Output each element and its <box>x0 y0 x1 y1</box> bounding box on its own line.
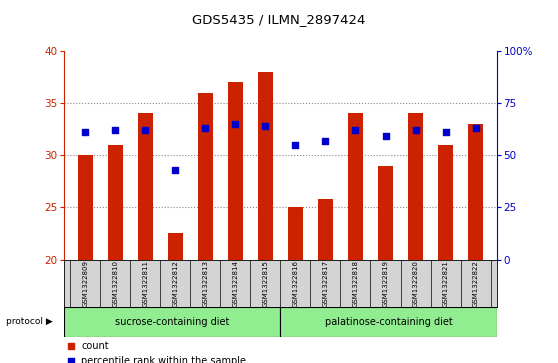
Point <box>201 125 210 131</box>
Text: protocol ▶: protocol ▶ <box>6 317 52 326</box>
Text: palatinose-containing diet: palatinose-containing diet <box>325 317 453 327</box>
Text: GSM1322813: GSM1322813 <box>203 260 208 307</box>
Bar <box>258 72 273 260</box>
Point <box>110 127 119 133</box>
Text: GSM1322821: GSM1322821 <box>442 260 449 307</box>
Bar <box>468 124 483 260</box>
Bar <box>318 199 333 260</box>
Text: count: count <box>81 342 109 351</box>
Point <box>441 129 450 135</box>
Text: GSM1322817: GSM1322817 <box>323 260 329 307</box>
Bar <box>408 113 423 260</box>
Point <box>291 142 300 148</box>
Point <box>321 138 330 143</box>
Point <box>81 129 90 135</box>
Text: GSM1322822: GSM1322822 <box>473 260 479 306</box>
Text: GSM1322815: GSM1322815 <box>262 260 268 307</box>
Point <box>231 121 240 127</box>
Bar <box>348 113 363 260</box>
Point <box>351 127 360 133</box>
Text: GSM1322818: GSM1322818 <box>353 260 358 307</box>
Bar <box>108 145 123 260</box>
Text: GSM1322812: GSM1322812 <box>172 260 179 307</box>
Point <box>261 123 270 129</box>
Text: GSM1322816: GSM1322816 <box>292 260 299 307</box>
Text: percentile rank within the sample: percentile rank within the sample <box>81 356 247 363</box>
Bar <box>228 82 243 260</box>
Text: GSM1322820: GSM1322820 <box>412 260 418 307</box>
Text: GSM1322810: GSM1322810 <box>112 260 118 307</box>
Point <box>66 358 75 363</box>
Point <box>411 127 420 133</box>
Bar <box>280 307 497 337</box>
Point <box>66 343 75 349</box>
Text: sucrose-containing diet: sucrose-containing diet <box>115 317 229 327</box>
Bar <box>438 145 453 260</box>
Bar <box>168 233 183 260</box>
Text: GSM1322811: GSM1322811 <box>142 260 148 307</box>
Text: GSM1322814: GSM1322814 <box>232 260 238 307</box>
Text: GDS5435 / ILMN_2897424: GDS5435 / ILMN_2897424 <box>193 13 365 26</box>
Point <box>471 125 480 131</box>
Point <box>171 167 180 173</box>
Point <box>141 127 150 133</box>
Bar <box>64 307 280 337</box>
Text: GSM1322809: GSM1322809 <box>82 260 88 307</box>
Bar <box>288 207 303 260</box>
Bar <box>78 155 93 260</box>
Bar <box>378 166 393 260</box>
Bar <box>198 93 213 260</box>
Bar <box>138 113 153 260</box>
Text: GSM1322819: GSM1322819 <box>382 260 388 307</box>
Point <box>381 134 390 139</box>
